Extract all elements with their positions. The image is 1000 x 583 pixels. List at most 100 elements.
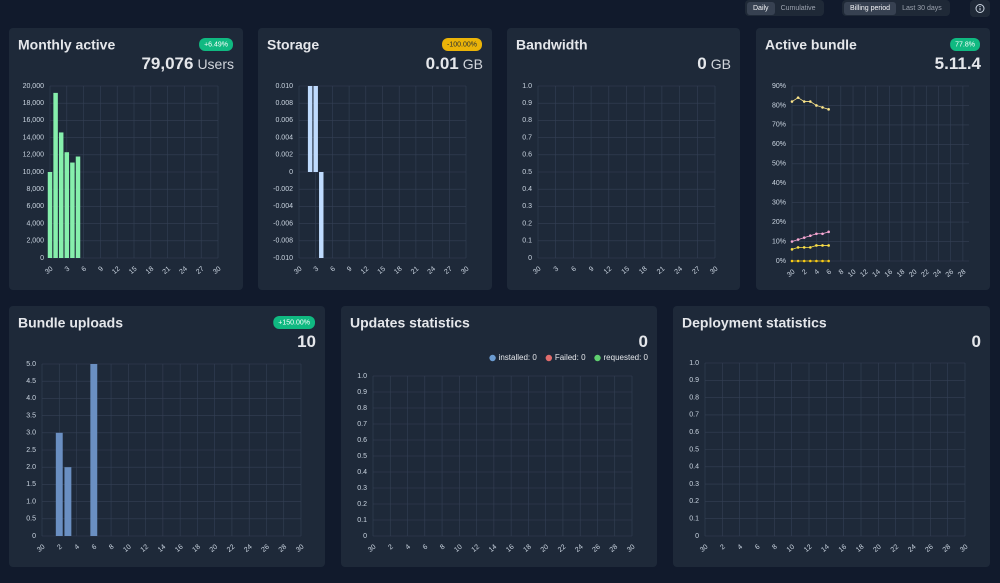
y-tick-label: 0.2 (522, 220, 532, 227)
x-tick-label: 6 (91, 544, 99, 552)
period-button[interactable]: Billing period (844, 1, 897, 15)
badge-text: -100.00% (447, 41, 477, 48)
x-tick-label: 18 (191, 544, 202, 554)
y-tick-label: 8,000 (26, 186, 44, 193)
x-tick-label: 10 (122, 544, 133, 554)
x-tick-label: 26 (924, 544, 935, 554)
headline-value: 0 GB (697, 54, 731, 73)
x-tick-label: 10 (453, 544, 464, 554)
y-tick-label: 0.1 (357, 517, 367, 524)
point (790, 248, 794, 251)
card (341, 306, 657, 567)
x-tick-label: 24 (178, 266, 189, 276)
x-tick-label: 24 (674, 266, 685, 276)
x-tick-label: 9 (588, 266, 596, 274)
y-tick-label: 0 (695, 533, 699, 540)
bar (307, 86, 313, 172)
headline-value: 0 (639, 332, 648, 351)
bar (58, 132, 64, 258)
y-tick-label: 3.5 (26, 412, 36, 419)
bar (64, 467, 72, 536)
x-tick-label: 8 (838, 269, 846, 277)
x-tick-label: 10 (847, 269, 858, 279)
x-tick-label: 27 (195, 266, 206, 276)
bar (47, 172, 53, 258)
x-tick-label: 20 (209, 544, 220, 554)
x-tick-label: 26 (591, 544, 602, 554)
bar (313, 86, 318, 172)
x-tick-label: 27 (443, 266, 454, 276)
y-tick-label: 0.5 (26, 516, 36, 523)
y-tick-label: -0.010 (273, 255, 293, 262)
y-tick-label: 0.1 (522, 238, 532, 245)
x-tick-label: 27 (691, 266, 702, 276)
unit: GB (463, 56, 483, 72)
y-tick-label: 1.0 (689, 360, 699, 367)
info-icon (975, 4, 985, 13)
y-tick-label: 0.8 (357, 405, 367, 412)
point (809, 246, 812, 249)
y-tick-label: 4.0 (26, 395, 36, 402)
legend-label: installed: 0 (499, 353, 538, 362)
y-tick-label: 0 (528, 255, 532, 262)
info-button[interactable] (970, 0, 990, 17)
x-tick-label: 30 (212, 266, 223, 276)
x-tick-label: 30 (36, 544, 47, 554)
point (821, 106, 824, 109)
x-tick-label: 28 (942, 544, 953, 554)
point (809, 100, 812, 103)
value: 0.01 (426, 54, 459, 73)
badge (442, 38, 482, 51)
point (821, 259, 824, 263)
badge-text: +6.49% (204, 41, 228, 48)
y-tick-label: 1.0 (26, 498, 36, 505)
y-tick-label: 2.5 (26, 447, 36, 454)
x-tick-label: 4 (405, 544, 413, 552)
y-tick-label: 16,000 (23, 117, 45, 124)
x-tick-label: 18 (896, 269, 907, 279)
y-tick-label: -0.006 (273, 220, 293, 227)
y-tick-label: -0.004 (273, 203, 293, 210)
x-tick-label: 6 (422, 544, 430, 552)
x-tick-label: 4 (737, 544, 745, 552)
x-tick-label: 26 (945, 269, 956, 279)
y-tick-label: 0 (289, 169, 293, 176)
x-tick-label: 24 (932, 269, 943, 279)
y-tick-label: 2.0 (26, 464, 36, 471)
y-tick-label: 0.8 (689, 394, 699, 401)
y-tick-label: 1.0 (522, 83, 532, 90)
period-button[interactable]: Last 30 days (902, 4, 942, 12)
x-tick-label: 10 (786, 544, 797, 554)
badge-text: +150.00% (278, 319, 310, 326)
point (809, 234, 812, 238)
bar (319, 172, 324, 258)
bar (70, 162, 75, 258)
x-tick-label: 21 (410, 266, 421, 276)
y-tick-label: 0 (363, 533, 367, 540)
mode-button[interactable]: Daily (747, 1, 775, 15)
x-tick-label: 22 (226, 544, 237, 554)
y-tick-label: 20% (772, 219, 786, 226)
x-tick-label: 20 (540, 544, 551, 554)
y-tick-label: 2,000 (26, 238, 44, 245)
x-tick-label: 15 (128, 266, 139, 276)
x-tick-label: 12 (803, 544, 814, 554)
x-tick-label: 30 (295, 544, 306, 554)
x-tick-label: 3 (313, 266, 321, 274)
value: 0 (639, 332, 648, 351)
x-tick-label: 20 (908, 269, 919, 279)
x-tick-label: 9 (346, 266, 354, 274)
x-tick-label: 30 (786, 269, 797, 279)
x-tick-label: 21 (656, 266, 667, 276)
x-tick-label: 21 (162, 266, 173, 276)
mode-button[interactable]: Cumulative (780, 4, 816, 12)
x-tick-label: 30 (293, 266, 304, 276)
y-tick-label: 0.3 (357, 485, 367, 492)
headline-value: 79,076 Users (141, 54, 234, 73)
x-tick-label: 2 (801, 269, 809, 277)
x-tick-label: 18 (855, 544, 866, 554)
point (827, 244, 830, 247)
y-tick-label: 0.008 (275, 100, 293, 107)
bar (64, 152, 70, 258)
x-tick-label: 26 (260, 544, 271, 554)
